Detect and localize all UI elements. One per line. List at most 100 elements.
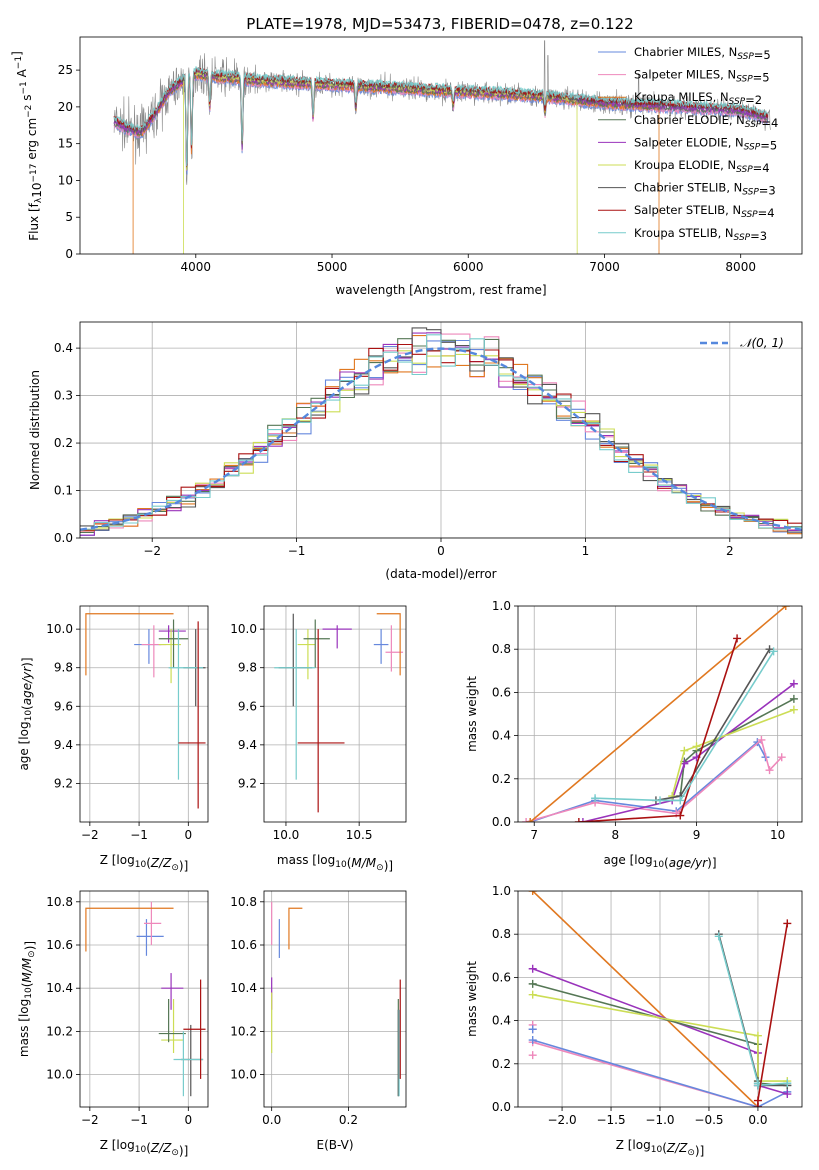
tick-label: 10.0 xyxy=(273,828,300,842)
tick-label: 0 xyxy=(65,247,73,261)
series-line-kroupa-miles xyxy=(532,891,759,1107)
y-axis-label: mass [log10(M/M⊙)] xyxy=(17,941,37,1057)
legend-label: Salpeter ELODIE, NSSP=5 xyxy=(634,135,777,152)
data-marker xyxy=(528,979,537,988)
tick-label: 0.6 xyxy=(492,685,511,699)
plot-area xyxy=(518,606,802,822)
tick-label: 10.0 xyxy=(46,622,73,636)
tick-label: −1 xyxy=(288,544,306,558)
data-marker xyxy=(789,694,798,703)
series-line-kroupa-elodie xyxy=(671,708,795,797)
tick-label: 0.0 xyxy=(492,815,511,829)
tick-label: −2 xyxy=(81,828,99,842)
tick-label: 9.8 xyxy=(238,661,257,675)
plot-area xyxy=(264,606,406,822)
plot-area xyxy=(80,322,802,538)
axes-spectrum: 4000 5000 6000 7000 8000 0 5 10 15 20 25 wavelength… xyxy=(10,36,803,297)
tick-label: 0.8 xyxy=(492,642,511,656)
legend-label: Kroupa ELODIE, NSSP=4 xyxy=(634,158,770,175)
tick-label: 10.0 xyxy=(46,1068,73,1082)
data-marker xyxy=(789,679,798,688)
axes-mass-vs-ebv: 0.0 0.2 10.0 10.2 10.4 10.6 10.8 E(B-V) xyxy=(230,890,407,1152)
data-marker xyxy=(676,796,685,805)
tick-label: 7000 xyxy=(589,260,620,274)
data-marker xyxy=(528,1051,537,1060)
tick-label: 0.6 xyxy=(492,970,511,984)
data-marker xyxy=(528,990,537,999)
tick-label: 0 xyxy=(184,828,192,842)
data-marker xyxy=(528,891,537,895)
data-marker xyxy=(578,818,587,822)
tick-label: 0.0 xyxy=(54,531,73,545)
tick-label: 9.8 xyxy=(54,661,73,675)
tick-label: −1 xyxy=(130,1113,148,1127)
data-marker xyxy=(789,705,798,714)
data-marker xyxy=(668,792,677,801)
tick-label: −2.0 xyxy=(547,1113,576,1127)
tick-label: 10.4 xyxy=(46,981,73,995)
x-axis-label: mass [log10(M/M⊙)] xyxy=(277,853,393,873)
tick-label: 0.8 xyxy=(492,927,511,941)
errorbar-hook xyxy=(288,907,303,950)
axes-frame xyxy=(79,890,209,1108)
axes-frame xyxy=(79,321,803,539)
series-line-kroupa-stelib xyxy=(718,936,788,1087)
tick-label: 10.6 xyxy=(46,938,73,952)
data-marker xyxy=(765,645,774,654)
tick-label: 1.0 xyxy=(492,884,511,898)
data-marker xyxy=(753,1031,762,1040)
data-marker xyxy=(783,1090,792,1099)
series-line-chabrier-elodie xyxy=(679,698,795,797)
tick-label: 8 xyxy=(612,828,620,842)
tick-label: 9.4 xyxy=(54,738,73,752)
figure-title: PLATE=1978, MJD=53473, FIBERID=0478, z=0… xyxy=(246,15,633,33)
tick-label: 0.0 xyxy=(492,1100,511,1114)
data-marker xyxy=(526,818,535,822)
tick-label: 7 xyxy=(530,828,538,842)
axes-massweight-vs-age: 7 8 9 10 0.0 0.2 0.4 0.6 0.8 1.0 age [log10(age/yr… xyxy=(465,599,803,870)
y-axis-label: mass weight xyxy=(465,961,479,1037)
tick-label: 0.4 xyxy=(54,341,73,355)
data-marker xyxy=(757,735,766,744)
legend-label: Kroupa STELIB, NSSP=3 xyxy=(634,226,767,243)
tick-label: 9.6 xyxy=(54,699,73,713)
axes-frame xyxy=(517,890,803,1108)
plot-area xyxy=(80,606,208,822)
axes-massweight-vs-Z: −2.0 −1.5 −1.0 −0.5 0.0 0.0 0.2 0.4 0.6 0.8 1.0 Z [… xyxy=(465,884,803,1158)
series-line-kroupa-elodie xyxy=(532,993,788,1082)
data-marker xyxy=(574,818,583,822)
data-marker xyxy=(733,634,742,643)
tick-label: 8000 xyxy=(725,260,756,274)
data-marker xyxy=(680,746,689,755)
tick-label: −1.5 xyxy=(596,1113,625,1127)
tick-label: 4000 xyxy=(181,260,212,274)
data-marker xyxy=(676,811,685,820)
plot-area xyxy=(113,40,771,254)
plot-area xyxy=(80,891,208,1107)
data-marker xyxy=(528,964,537,973)
tick-label: 6000 xyxy=(453,260,484,274)
tick-label: 1 xyxy=(582,544,590,558)
tick-label: 0.1 xyxy=(54,484,73,498)
tick-label: 10.0 xyxy=(230,622,257,636)
tick-label: −2 xyxy=(143,544,161,558)
x-axis-label: (data-model)/error xyxy=(385,567,496,581)
x-axis-label: wavelength [Angstrom, rest frame] xyxy=(335,283,546,297)
series-line-chabrier-miles xyxy=(532,1039,788,1107)
legend-label: Chabrier STELIB, NSSP=3 xyxy=(634,181,776,198)
x-axis-label: Z [log10(Z/Z⊙)] xyxy=(616,1138,705,1158)
tick-label: 0.3 xyxy=(54,389,73,403)
x-axis-label: age [log10(age/yr)] xyxy=(603,853,716,870)
data-marker xyxy=(783,919,792,928)
series-line-salpeter-stelib xyxy=(578,638,738,822)
legend-label: Kroupa MILES, NSSP=2 xyxy=(634,90,762,107)
tick-label: 0.4 xyxy=(492,729,511,743)
series-line-salpeter-stelib xyxy=(757,923,789,1107)
data-marker xyxy=(781,606,790,610)
axes-residuals: −2 −1 0 1 2 0.0 0.1 0.2 0.3 0.4 (data-model)/error… xyxy=(28,321,803,581)
data-marker xyxy=(528,1036,537,1045)
data-marker xyxy=(528,1025,537,1034)
data-marker xyxy=(692,742,701,751)
tick-label: 0.2 xyxy=(492,772,511,786)
